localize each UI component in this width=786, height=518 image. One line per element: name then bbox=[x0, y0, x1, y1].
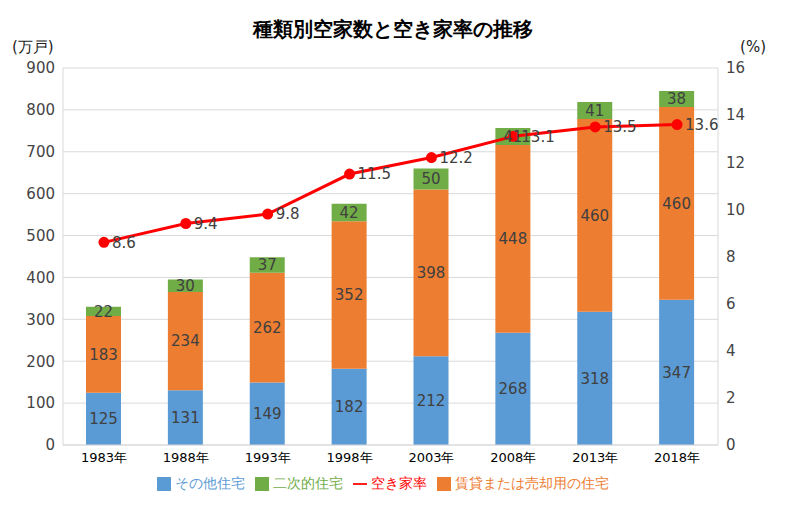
svg-text:400: 400 bbox=[26, 269, 55, 287]
svg-text:2013年: 2013年 bbox=[572, 450, 618, 465]
svg-text:0: 0 bbox=[726, 436, 736, 454]
svg-text:183: 183 bbox=[89, 346, 118, 364]
svg-text:12: 12 bbox=[726, 154, 745, 172]
svg-text:268: 268 bbox=[499, 380, 528, 398]
svg-text:448: 448 bbox=[499, 230, 528, 248]
svg-text:12.2: 12.2 bbox=[439, 149, 472, 167]
svg-text:0: 0 bbox=[45, 436, 55, 454]
svg-text:42: 42 bbox=[340, 204, 359, 222]
svg-text:352: 352 bbox=[335, 286, 364, 304]
svg-text:234: 234 bbox=[171, 332, 200, 350]
svg-text:9.4: 9.4 bbox=[194, 215, 218, 233]
svg-text:9.8: 9.8 bbox=[276, 205, 300, 223]
svg-text:900: 900 bbox=[26, 59, 55, 77]
svg-text:10: 10 bbox=[726, 201, 745, 219]
svg-text:212: 212 bbox=[417, 392, 446, 410]
svg-text:262: 262 bbox=[253, 319, 282, 337]
svg-text:11.5: 11.5 bbox=[358, 165, 391, 183]
svg-text:4: 4 bbox=[726, 342, 736, 360]
svg-text:8: 8 bbox=[726, 248, 736, 266]
svg-text:13.5: 13.5 bbox=[603, 118, 636, 136]
html-text:種類別空家数と空き家率の推移: 種類別空家数と空き家率の推移 bbox=[253, 17, 533, 41]
svg-text:149: 149 bbox=[253, 405, 282, 423]
svg-text:200: 200 bbox=[26, 353, 55, 371]
svg-text:41: 41 bbox=[585, 102, 604, 120]
svg-text:600: 600 bbox=[26, 185, 55, 203]
svg-text:1983年: 1983年 bbox=[81, 450, 127, 465]
html-text:二次的住宅: 二次的住宅 bbox=[273, 475, 343, 491]
svg-text:2008年: 2008年 bbox=[490, 450, 536, 465]
svg-text:700: 700 bbox=[26, 143, 55, 161]
svg-text:50: 50 bbox=[421, 170, 440, 188]
svg-text:398: 398 bbox=[417, 264, 446, 282]
html-text:(万戸): (万戸) bbox=[12, 38, 54, 56]
svg-text:14: 14 bbox=[726, 106, 745, 124]
svg-text:1998年: 1998年 bbox=[327, 450, 373, 465]
html-text:賃貸または売却用の住宅: 賃貸または売却用の住宅 bbox=[455, 475, 609, 491]
svg-text:6: 6 bbox=[726, 295, 736, 313]
svg-text:30: 30 bbox=[176, 277, 195, 295]
svg-text:131: 131 bbox=[171, 409, 200, 427]
svg-text:41: 41 bbox=[503, 128, 522, 146]
svg-text:460: 460 bbox=[662, 195, 691, 213]
svg-text:100: 100 bbox=[26, 394, 55, 412]
html-text:その他住宅: その他住宅 bbox=[175, 475, 245, 491]
svg-text:500: 500 bbox=[26, 227, 55, 245]
svg-text:800: 800 bbox=[26, 101, 55, 119]
svg-text:182: 182 bbox=[335, 398, 364, 416]
svg-text:318: 318 bbox=[580, 370, 609, 388]
svg-text:2: 2 bbox=[726, 389, 736, 407]
svg-text:16: 16 bbox=[726, 59, 745, 77]
svg-text:2003年: 2003年 bbox=[408, 450, 454, 465]
svg-text:1993年: 1993年 bbox=[245, 450, 291, 465]
svg-text:37: 37 bbox=[258, 256, 277, 274]
svg-text:8.6: 8.6 bbox=[112, 234, 136, 252]
svg-text:22: 22 bbox=[94, 303, 113, 321]
svg-text:13.1: 13.1 bbox=[521, 128, 554, 146]
svg-text:1988年: 1988年 bbox=[163, 450, 209, 465]
html-text:空き家率: 空き家率 bbox=[371, 475, 427, 491]
svg-text:38: 38 bbox=[667, 90, 686, 108]
svg-text:300: 300 bbox=[26, 311, 55, 329]
svg-text:13.6: 13.6 bbox=[685, 116, 718, 134]
svg-text:460: 460 bbox=[580, 207, 609, 225]
svg-text:347: 347 bbox=[662, 364, 691, 382]
svg-text:125: 125 bbox=[89, 410, 118, 428]
svg-text:2018年: 2018年 bbox=[654, 450, 700, 465]
